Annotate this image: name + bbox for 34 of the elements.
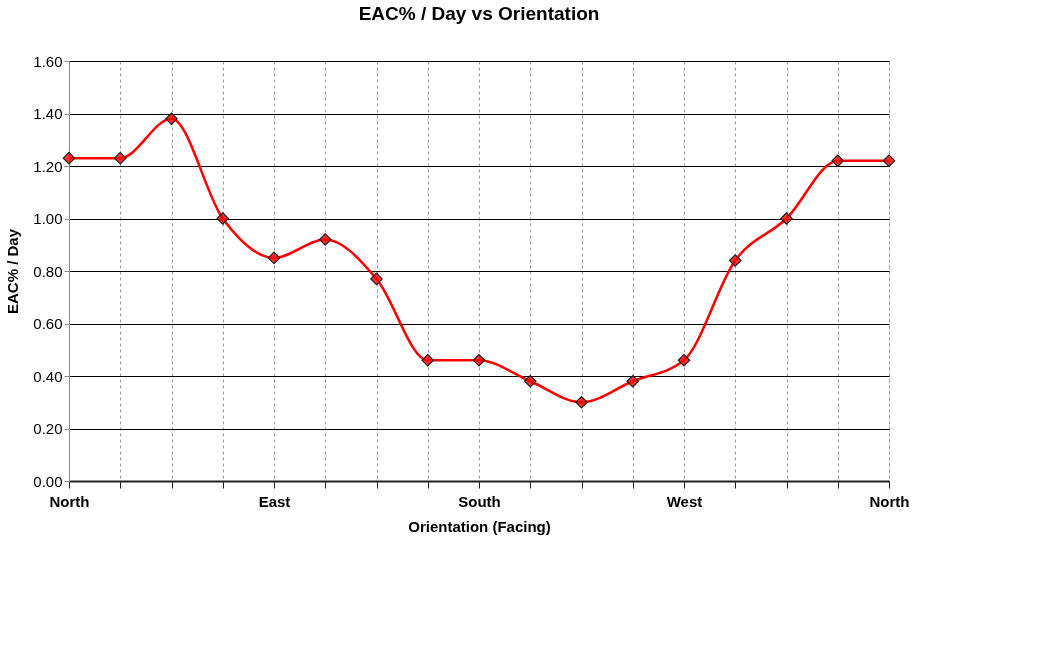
chart-title: EAC% / Day vs Orientation [358, 3, 600, 24]
point [267, 251, 281, 265]
x-tick-label: South [458, 492, 501, 510]
point [472, 353, 486, 367]
y-tick-label: 0.40 [33, 367, 63, 385]
x-tick-label: North [869, 492, 910, 510]
x-tick-label: North [49, 492, 90, 510]
x-axis-title: Orientation (Facing) [408, 517, 551, 535]
point [318, 233, 332, 246]
point [575, 395, 588, 409]
y-tick-label: 0.80 [33, 262, 63, 280]
point [370, 272, 383, 286]
y-tick-label: 0.60 [33, 315, 63, 332]
y-tick-label: 1.40 [33, 105, 63, 122]
point [62, 151, 76, 165]
y-axis-title: EAC% / Day [4, 228, 22, 315]
point [677, 353, 691, 367]
point [216, 212, 230, 225]
point [831, 154, 845, 168]
y-tick-label: 1.20 [33, 157, 63, 175]
x-tick-label: West [666, 492, 703, 510]
point [165, 112, 178, 126]
y-tick-label: 1.60 [33, 52, 63, 70]
y-tick-label: 0.20 [33, 420, 63, 437]
y-tick-label: 1.00 [33, 210, 63, 227]
y-tick-label: 0.00 [33, 472, 63, 490]
point [113, 151, 127, 165]
point [421, 353, 435, 367]
point [780, 212, 793, 225]
point [523, 374, 537, 388]
x-tick-label: East [258, 492, 291, 510]
point [728, 254, 742, 267]
point [882, 154, 896, 168]
point [626, 374, 640, 388]
